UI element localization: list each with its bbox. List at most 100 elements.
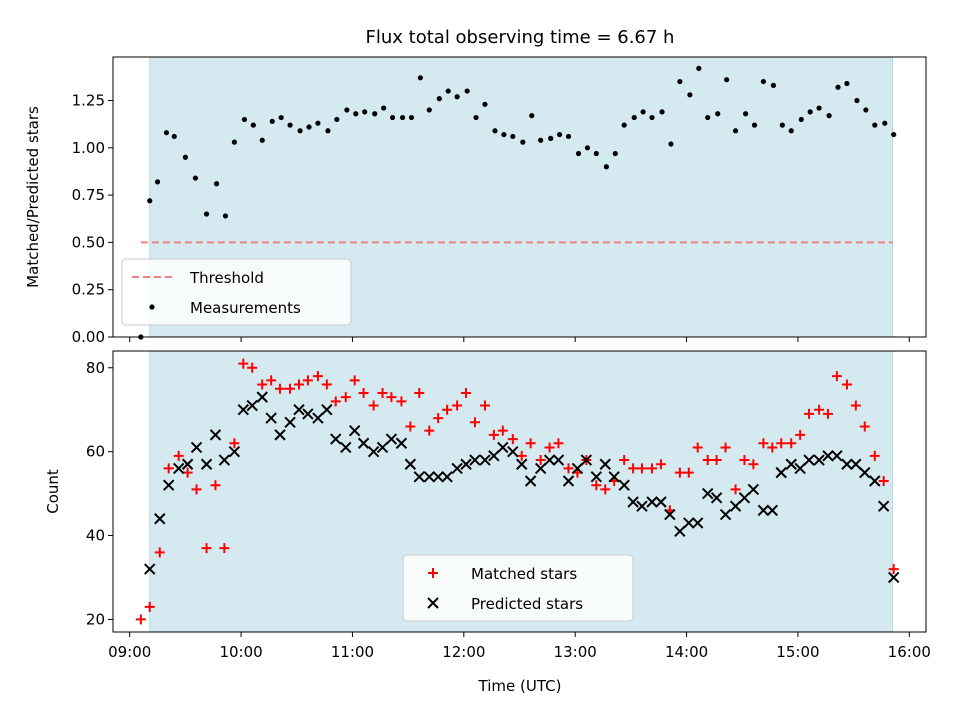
matched-star-point: [831, 371, 842, 382]
predicted-star-point: [543, 454, 556, 466]
measurement-point: [807, 109, 813, 115]
legend-box: [402, 554, 634, 622]
legend-matched-label: Matched stars: [471, 565, 577, 583]
matched-star-point: [711, 455, 722, 466]
measurement-point: [464, 88, 470, 94]
measurement-point: [297, 128, 303, 134]
matched-star-point: [386, 392, 397, 403]
predicted-star-point: [766, 504, 779, 517]
predicted-star-point: [293, 404, 305, 416]
predicted-star-point: [562, 475, 575, 487]
measurement-point: [408, 114, 415, 121]
matched-star-point: [804, 408, 815, 419]
measurement-point: [473, 114, 479, 121]
matched-star-point: [219, 543, 230, 554]
measurement-point: [454, 94, 460, 100]
predicted-star-point: [794, 462, 806, 475]
x-axis-label: Time (UTC): [478, 677, 562, 695]
matched-star-point: [776, 438, 787, 449]
predicted-star-point: [850, 458, 862, 470]
predicted-star-point: [469, 454, 481, 466]
matched-star-point: [405, 421, 416, 432]
predicted-star-point: [813, 454, 825, 466]
predicted-star-point: [636, 500, 648, 512]
measurement-point: [147, 198, 153, 204]
measurement-point: [538, 137, 544, 143]
measurement-point: [575, 150, 582, 157]
measurement-point: [269, 118, 275, 124]
matched-star-point: [647, 463, 658, 474]
matched-star-point: [330, 396, 341, 407]
matched-star-point: [469, 417, 480, 428]
matched-star-point: [878, 476, 889, 487]
matched-star-point: [302, 375, 313, 386]
measurement-point: [192, 175, 199, 181]
matched-star-point: [822, 408, 833, 419]
measurement-point: [520, 139, 526, 145]
measurement-point: [751, 122, 758, 128]
x-tick-label: 11:00: [331, 643, 374, 661]
matched-star-point: [814, 404, 825, 415]
measurement-point: [882, 120, 888, 126]
y-tick-label: 80: [86, 359, 105, 377]
matched-star-point: [767, 442, 778, 453]
measurement-point: [353, 111, 359, 117]
measurement-point: [863, 107, 869, 113]
predicted-star-point: [274, 429, 286, 441]
measurement-point: [362, 109, 368, 115]
y-tick-label: 0.25: [72, 281, 105, 299]
measurement-point: [770, 82, 777, 88]
matched-star-point: [525, 438, 536, 449]
measurement-point: [835, 84, 841, 90]
predicted-star-point: [497, 441, 509, 454]
matched-star-point: [173, 450, 184, 461]
x-tick-label: 16:00: [888, 643, 931, 661]
predicted-star-point: [664, 508, 676, 521]
measurement-point: [548, 135, 554, 141]
predicted-star-point: [330, 433, 342, 445]
predicted-star-point: [674, 525, 686, 538]
predicted-star-point: [691, 517, 704, 529]
y-tick-label: 20: [86, 610, 105, 628]
measurement-point: [372, 111, 378, 117]
ratio-panel: 0.00 0.25 0.50 0.75 1.00 1.25 Matched/Predicte…: [24, 56, 927, 346]
measurement-point: [705, 114, 711, 121]
plot-frame: [112, 56, 927, 338]
measurement-point: [742, 111, 749, 117]
legend-box: [121, 258, 352, 326]
measurement-point: [325, 128, 331, 134]
predicted-star-point: [256, 391, 268, 403]
predicted-star-point: [877, 500, 890, 512]
measurement-point: [250, 122, 256, 128]
matched-star-point: [247, 362, 258, 373]
measurement-point: [891, 131, 897, 138]
legend-threshold-label: Threshold: [189, 269, 264, 287]
measurement-point: [724, 77, 730, 83]
legend-predicted-label: Predicted stars: [471, 595, 583, 613]
measurement-point: [231, 139, 237, 145]
matched-star-point: [637, 463, 648, 474]
predicted-star-point: [534, 462, 547, 475]
matched-star-point: [442, 404, 453, 415]
legend-measurements-label: Measurements: [190, 299, 301, 317]
matched-star-point: [368, 400, 379, 411]
measurement-point: [668, 141, 674, 147]
predicted-star-point: [173, 462, 185, 475]
matched-star-point: [377, 387, 388, 398]
matched-star-point: [266, 375, 277, 386]
measurement-point: [278, 114, 284, 121]
x-tick-label: 13:00: [554, 643, 597, 661]
matched-star-point: [396, 396, 407, 407]
predicted-star-point: [822, 450, 834, 462]
matched-star-point: [739, 455, 750, 466]
legend-bottom: Matched stars Predicted stars: [402, 554, 634, 622]
measurement-point: [306, 124, 312, 130]
measurement-point: [389, 114, 396, 121]
matched-star-point: [275, 383, 286, 394]
matched-star-point: [702, 455, 713, 466]
predicted-star-point: [404, 458, 417, 470]
measurement-point: [241, 116, 248, 123]
predicted-star-point: [218, 454, 231, 466]
matched-star-point: [191, 484, 202, 495]
predicted-star-point: [608, 471, 620, 483]
